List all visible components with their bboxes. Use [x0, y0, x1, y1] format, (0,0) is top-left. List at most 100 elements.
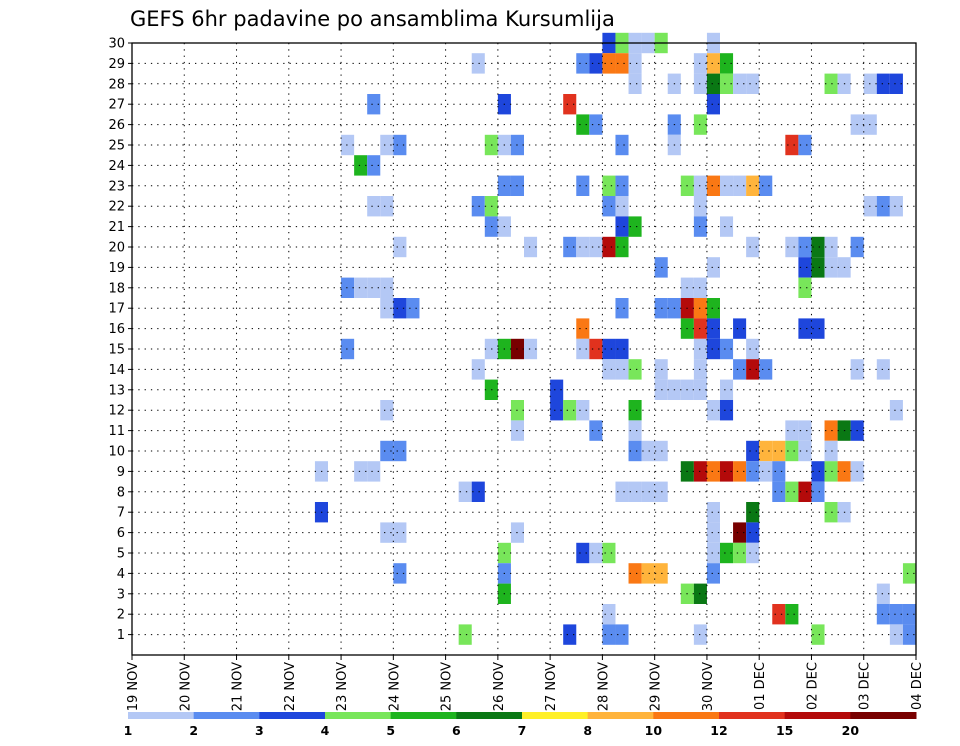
- precip-cell: [380, 440, 394, 462]
- precip-cell: [706, 522, 720, 543]
- precip-cell: [706, 53, 720, 74]
- precip-cell: [746, 461, 760, 482]
- precip-cell: [706, 94, 720, 115]
- precip-cell: [628, 481, 642, 502]
- colorbar: 1 2 3 4 5 6 7 8 10 12 15 20: [124, 712, 917, 738]
- precip-cell: [563, 400, 577, 421]
- precip-cell: [876, 73, 890, 94]
- precip-cell: [576, 236, 590, 258]
- precip-cell: [889, 624, 903, 645]
- precip-cell: [902, 563, 916, 584]
- precip-cell: [693, 277, 707, 298]
- precip-cell: [706, 563, 720, 584]
- precip-cell: [798, 134, 812, 156]
- precip-cell: [733, 73, 747, 94]
- precip-cell: [380, 196, 394, 217]
- precip-cell: [341, 134, 355, 156]
- precip-cell: [406, 298, 420, 319]
- x-tick-label: 25 NOV: [440, 662, 455, 711]
- precip-cell: [576, 400, 590, 421]
- y-tick-label: 19: [108, 261, 125, 276]
- precip-cell: [733, 461, 747, 482]
- precip-cell: [367, 277, 381, 298]
- precip-cell: [563, 94, 577, 115]
- precip-cell: [602, 196, 616, 217]
- y-tick-label: 17: [108, 302, 125, 317]
- precip-cell: [341, 338, 355, 360]
- precip-cell: [889, 604, 903, 625]
- precip-cell: [458, 624, 472, 645]
- y-axis: 1234567891011121314151617181920212223242…: [108, 37, 132, 643]
- precip-cell: [602, 604, 616, 625]
- colorbar-swatch: [325, 712, 392, 719]
- y-tick-label: 16: [108, 322, 125, 337]
- precip-cell: [889, 73, 903, 94]
- precip-cell: [380, 298, 394, 319]
- precip-cell: [628, 420, 642, 441]
- precip-cell: [524, 236, 538, 258]
- precip-cell: [772, 481, 786, 502]
- colorbar-swatch: [259, 712, 326, 719]
- precip-cell: [628, 563, 642, 584]
- precip-cell: [471, 53, 485, 74]
- precip-cell: [706, 257, 720, 278]
- precip-cell: [458, 481, 472, 502]
- precip-cell: [693, 461, 707, 482]
- colorbar-swatch: [653, 712, 720, 719]
- precip-cell: [876, 604, 890, 625]
- precip-cell: [798, 277, 812, 298]
- precip-cell: [746, 175, 760, 196]
- precip-cell: [589, 236, 603, 258]
- y-tick-label: 5: [117, 547, 125, 562]
- x-tick-label: 04 DEC: [910, 662, 925, 710]
- precip-cell: [393, 563, 407, 584]
- colorbar-label: 12: [710, 723, 727, 738]
- x-tick-label: 27 NOV: [544, 662, 559, 711]
- precip-cell: [576, 318, 590, 339]
- y-tick-label: 12: [108, 404, 125, 419]
- precip-cell: [602, 338, 616, 360]
- x-tick-label: 01 DEC: [753, 662, 768, 710]
- y-tick-label: 23: [108, 179, 125, 194]
- precip-cell: [471, 196, 485, 217]
- precip-cell: [589, 542, 603, 564]
- precip-cell: [589, 420, 603, 441]
- x-tick-label: 28 NOV: [596, 662, 611, 711]
- precip-cell: [876, 196, 890, 217]
- precip-cell: [746, 542, 760, 564]
- precip-cell: [824, 502, 838, 523]
- precip-cell: [380, 522, 394, 543]
- colorbar-label: 4: [321, 723, 330, 738]
- x-tick-label: 03 DEC: [858, 662, 873, 710]
- precip-cell: [824, 440, 838, 462]
- y-tick-label: 18: [108, 281, 125, 296]
- x-tick-label: 23 NOV: [335, 662, 350, 711]
- precip-cell: [589, 114, 603, 135]
- precip-cell: [576, 175, 590, 196]
- y-tick-label: 13: [108, 383, 125, 398]
- precip-cell: [889, 196, 903, 217]
- precip-cell: [693, 338, 707, 360]
- y-tick-label: 30: [108, 37, 125, 52]
- precip-cell: [824, 257, 838, 278]
- precip-cell: [693, 196, 707, 217]
- precip-cell: [733, 318, 747, 339]
- colorbar-label: 6: [452, 723, 461, 738]
- y-tick-label: 7: [117, 506, 125, 521]
- precip-cell: [785, 420, 799, 441]
- precip-cell: [615, 196, 629, 217]
- precip-cell: [706, 502, 720, 523]
- precip-cell: [706, 461, 720, 482]
- precip-cell: [550, 379, 564, 400]
- y-tick-label: 4: [117, 567, 125, 582]
- y-tick-label: 1: [117, 628, 125, 643]
- precip-cell: [798, 318, 812, 339]
- precip-cell: [615, 338, 629, 360]
- precip-cell: [720, 53, 734, 74]
- precip-cell: [628, 73, 642, 94]
- precip-cell: [706, 318, 720, 339]
- precip-cell: [746, 440, 760, 462]
- x-tick-label: 02 DEC: [805, 662, 820, 710]
- precip-cell: [785, 481, 799, 502]
- precip-cell: [811, 257, 825, 278]
